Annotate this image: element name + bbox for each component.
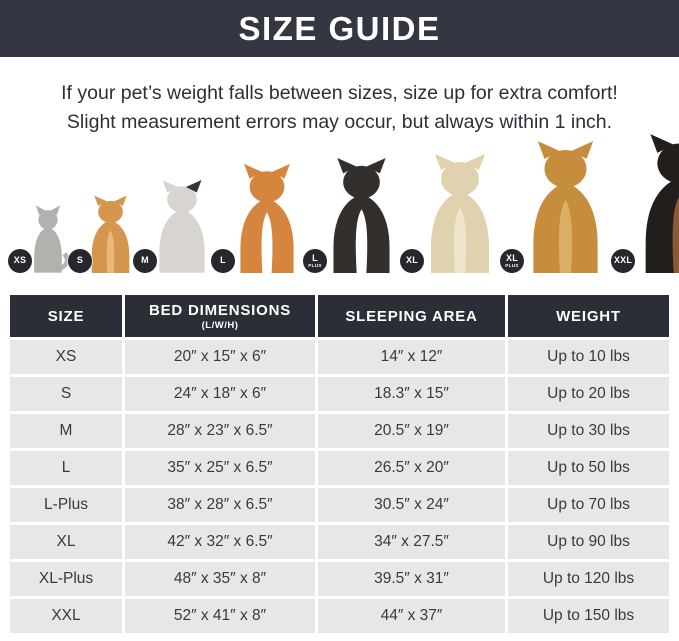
size-badge-xxl: XXL xyxy=(611,249,635,273)
cell-size-s: S xyxy=(10,377,122,411)
pet-figure-l-plus: L PLUS xyxy=(303,157,410,273)
cell-sleep-m: 20.5″ x 19″ xyxy=(318,414,505,448)
size-badge-xs: XS xyxy=(8,249,32,273)
size-badge-xl: XL xyxy=(400,249,424,273)
cell-weight-s: Up to 20 lbs xyxy=(508,377,669,411)
cell-weight-l-plus: Up to 70 lbs xyxy=(508,488,669,522)
cell-size-m: M xyxy=(10,414,122,448)
size-badge-s: S xyxy=(68,249,92,273)
header-bar: SIZE GUIDE xyxy=(0,0,679,57)
cell-sleep-xs: 14″ x 12″ xyxy=(318,340,505,374)
cell-sleep-l: 26.5″ x 20″ xyxy=(318,451,505,485)
intro-line-2: Slight measurement errors may occur, but… xyxy=(66,111,613,133)
col-header-bed-dimensions: BED DIMENSIONS (L/W/H) xyxy=(125,295,315,337)
pet-figure-l: L xyxy=(211,163,313,273)
page-title: SIZE GUIDE xyxy=(238,9,441,47)
size-badge-l-plus: L PLUS xyxy=(303,249,327,273)
cell-size-xl-plus: XL-Plus xyxy=(10,562,122,596)
cell-bed-l: 35″ x 25″ x 6.5″ xyxy=(125,451,315,485)
pet-figure-xs: XS xyxy=(8,205,78,273)
cell-bed-l-plus: 38″ x 28″ x 6.5″ xyxy=(125,488,315,522)
cell-bed-xl: 42″ x 32″ x 6.5″ xyxy=(125,525,315,559)
cell-bed-xxl: 52″ x 41″ x 8″ xyxy=(125,599,315,633)
cell-weight-l: Up to 50 lbs xyxy=(508,451,669,485)
pet-figure-m: M xyxy=(133,179,221,273)
intro-text: If your pet’s weight falls between sizes… xyxy=(12,79,667,137)
cell-weight-xxl: Up to 150 lbs xyxy=(508,599,669,633)
cell-bed-m: 28″ x 23″ x 6.5″ xyxy=(125,414,315,448)
size-badge-xl-plus: XL PLUS xyxy=(500,249,524,273)
cell-sleep-xxl: 44″ x 37″ xyxy=(318,599,505,633)
cell-weight-xl-plus: Up to 120 lbs xyxy=(508,562,669,596)
col-header-size: SIZE xyxy=(10,295,122,337)
cell-sleep-xl-plus: 39.5″ x 31″ xyxy=(318,562,505,596)
cell-weight-m: Up to 30 lbs xyxy=(508,414,669,448)
col-header-sleeping-area: SLEEPING AREA xyxy=(318,295,505,337)
cell-weight-xl: Up to 90 lbs xyxy=(508,525,669,559)
border-collie-illustration-icon xyxy=(333,157,390,273)
pet-figure-xl: XL xyxy=(400,153,510,273)
cell-sleep-l-plus: 30.5″ x 24″ xyxy=(318,488,505,522)
col-header-weight: WEIGHT xyxy=(508,295,669,337)
size-table: SIZE BED DIMENSIONS (L/W/H) SLEEPING ARE… xyxy=(10,295,669,633)
pet-figure-xxl: XXL xyxy=(611,133,679,273)
cell-sleep-xl: 34″ x 27.5″ xyxy=(318,525,505,559)
cell-size-xs: XS xyxy=(10,340,122,374)
pets-row: XS S M xyxy=(8,134,679,283)
cell-weight-xs: Up to 10 lbs xyxy=(508,340,669,374)
cell-bed-xl-plus: 48″ x 35″ x 8″ xyxy=(125,562,315,596)
size-badge-m: M xyxy=(133,249,157,273)
cell-size-l-plus: L-Plus xyxy=(10,488,122,522)
cell-size-xl: XL xyxy=(10,525,122,559)
intro-line-1: If your pet’s weight falls between sizes… xyxy=(61,82,618,104)
cell-size-xxl: XXL xyxy=(10,599,122,633)
cell-size-l: L xyxy=(10,451,122,485)
labrador-illustration-icon xyxy=(431,154,489,273)
cell-sleep-s: 18.3″ x 15″ xyxy=(318,377,505,411)
shiba-inu-illustration-icon xyxy=(240,163,294,273)
golden-retriever-illustration-icon xyxy=(533,141,598,273)
pet-figure-xl-plus: XL PLUS xyxy=(500,140,621,273)
cell-bed-s: 24″ x 18″ x 6″ xyxy=(125,377,315,411)
pet-figure-s: S xyxy=(68,195,143,273)
cell-bed-xs: 20″ x 15″ x 6″ xyxy=(125,340,315,374)
size-badge-l: L xyxy=(211,249,235,273)
